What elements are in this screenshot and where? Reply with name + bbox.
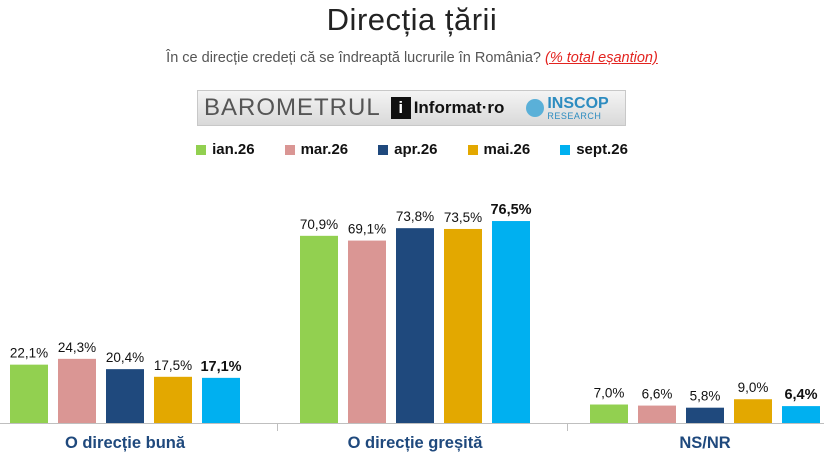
bar-apr.26-2 — [686, 407, 724, 423]
bar-ian.26-0 — [10, 364, 48, 423]
category-label: O direcție greșită — [348, 434, 484, 452]
bar-ian.26-2 — [590, 404, 628, 423]
legend-item-0: ian.26 — [196, 141, 255, 158]
bar-mai.26-2 — [734, 399, 772, 423]
barometer-label: BAROMETRUL — [204, 94, 381, 121]
bar-mar.26-0 — [58, 358, 96, 423]
chart-subtitle: În ce direcție credeți că se îndreaptă l… — [0, 50, 824, 66]
data-label: 70,9% — [300, 217, 338, 232]
legend-label: mai.26 — [483, 141, 531, 158]
bar-sept.26-2 — [782, 406, 820, 423]
inscop-logo-icon — [526, 99, 545, 117]
data-label: 76,5% — [490, 202, 531, 218]
barometer-banner: BAROMETRUL i Informat·ro INSCOP RESEARCH — [197, 90, 626, 126]
legend-swatch — [284, 144, 295, 155]
bar-sept.26-1 — [492, 221, 530, 423]
bar-apr.26-0 — [106, 369, 144, 423]
legend-item-4: sept.26 — [560, 141, 628, 158]
bar-sept.26-0 — [202, 377, 240, 423]
informat-logo-text: Informat·ro — [413, 98, 505, 117]
legend-item-2: apr.26 — [378, 141, 438, 158]
subtitle-question: În ce direcție credeți că se îndreaptă l… — [166, 50, 541, 66]
chart-title: Direcția țării — [326, 2, 498, 37]
bar-mar.26-2 — [638, 405, 676, 423]
data-label: 7,0% — [594, 386, 625, 401]
data-label: 5,8% — [690, 389, 721, 404]
data-label: 9,0% — [738, 380, 769, 395]
legend-swatch — [467, 144, 478, 155]
bar-mai.26-0 — [154, 376, 192, 423]
data-label: 69,1% — [348, 222, 386, 237]
bar-ian.26-1 — [300, 235, 338, 423]
data-label: 22,1% — [10, 346, 48, 361]
subtitle-base-note: (% total eșantion) — [544, 50, 658, 66]
legend-label: mar.26 — [300, 141, 349, 158]
data-label: 6,6% — [642, 387, 673, 402]
category-label: NS/NR — [679, 434, 730, 452]
data-label: 17,5% — [154, 358, 192, 373]
bar-apr.26-1 — [396, 228, 434, 423]
data-label: 17,1% — [200, 359, 241, 375]
legend-item-3: mai.26 — [467, 141, 531, 158]
category-label: O direcție bună — [65, 434, 186, 452]
inscop-sub: RESEARCH — [547, 110, 602, 121]
bar-mai.26-1 — [444, 228, 482, 423]
legend-swatch — [378, 144, 389, 155]
bar-mar.26-1 — [348, 240, 386, 423]
legend-label: apr.26 — [394, 141, 438, 158]
legend-label: sept.26 — [576, 141, 628, 158]
legend-item-1: mar.26 — [284, 141, 349, 158]
data-label: 73,5% — [444, 210, 482, 225]
data-label: 24,3% — [58, 340, 96, 355]
inscop-name: INSCOP — [547, 94, 609, 112]
legend-label: ian.26 — [212, 141, 255, 158]
informat-logo-icon: i — [390, 97, 411, 119]
data-label: 6,4% — [784, 387, 817, 403]
legend-swatch — [560, 144, 571, 155]
data-label: 20,4% — [106, 350, 144, 365]
chart-legend: ian.26 mar.26 apr.26 mai.26 sept.26 — [0, 141, 824, 158]
inscop-logo: INSCOP RESEARCH — [547, 94, 609, 121]
data-label: 73,8% — [396, 209, 434, 224]
legend-swatch — [196, 144, 207, 155]
